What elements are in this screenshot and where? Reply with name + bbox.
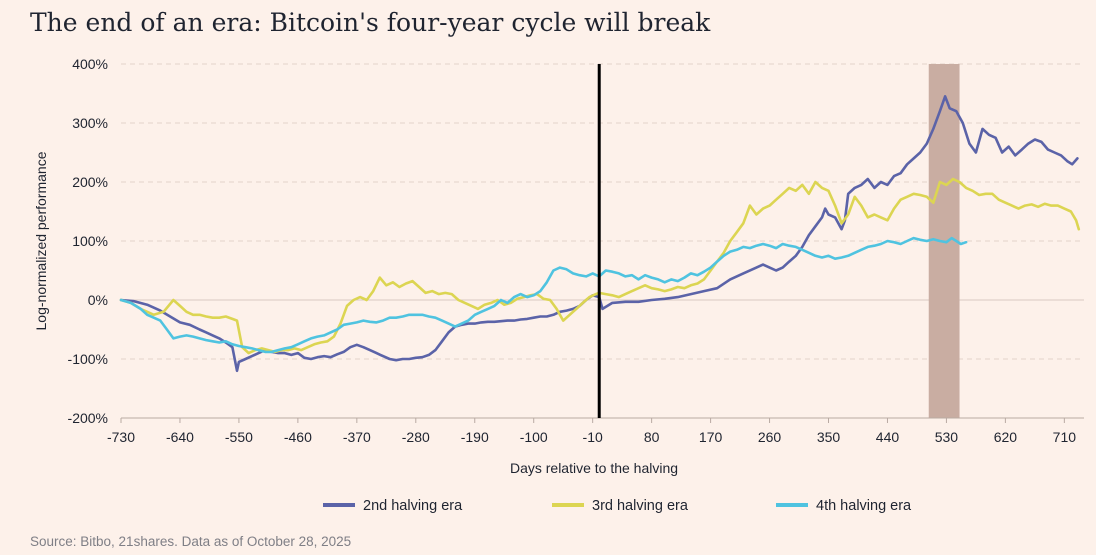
x-tick-label: 80: [644, 429, 660, 445]
series-lines: [119, 95, 1081, 373]
x-tick-label: 710: [1053, 429, 1077, 445]
x-tick-label: -280: [402, 429, 430, 445]
x-tick-label: -190: [461, 429, 489, 445]
legend-label: 3rd halving era: [592, 498, 689, 514]
x-tick-label: -730: [107, 429, 135, 445]
chart-title: The end of an era: Bitcoin's four-year c…: [30, 8, 711, 37]
source-note: Source: Bitbo, 21shares. Data as of Octo…: [30, 534, 351, 549]
legend: 2nd halving era 3rd halving era 4th halvin…: [323, 498, 912, 514]
x-tick-label: 170: [699, 429, 723, 445]
x-tick-label: -10: [583, 429, 603, 445]
x-tick-label: -640: [166, 429, 194, 445]
x-tick-label: 260: [758, 429, 782, 445]
legend-label: 2nd halving era: [363, 498, 463, 514]
y-tick-label: 0%: [88, 292, 108, 308]
x-tick-label: 530: [935, 429, 959, 445]
y-tick-label: 300%: [72, 115, 108, 131]
y-axis-label: Log-normalized performance: [33, 151, 49, 330]
x-tick-label: 440: [876, 429, 900, 445]
x-tick-label: 350: [817, 429, 841, 445]
y-axis-ticks: -200% -100% 0% 100% 200% 300% 400%: [68, 56, 108, 426]
x-tick-label: -550: [225, 429, 253, 445]
y-tick-label: 400%: [72, 56, 108, 72]
x-axis-ticks: -730 -640 -550 -460 -370 -280 -190 -100 -10 80 170…: [107, 417, 1084, 445]
series-line-3-halving: [119, 177, 1081, 355]
x-axis-label: Days relative to the halving: [510, 460, 678, 476]
y-tick-label: -100%: [68, 351, 108, 367]
series-line-4-halving: [119, 236, 968, 354]
y-tick-label: 200%: [72, 174, 108, 190]
x-tick-label: -460: [284, 429, 312, 445]
x-tick-label: -370: [343, 429, 371, 445]
x-tick-label: 620: [994, 429, 1018, 445]
y-tick-label: -200%: [68, 410, 108, 426]
legend-label: 4th halving era: [816, 498, 912, 514]
y-tick-label: 100%: [72, 233, 108, 249]
x-tick-label: -100: [520, 429, 548, 445]
